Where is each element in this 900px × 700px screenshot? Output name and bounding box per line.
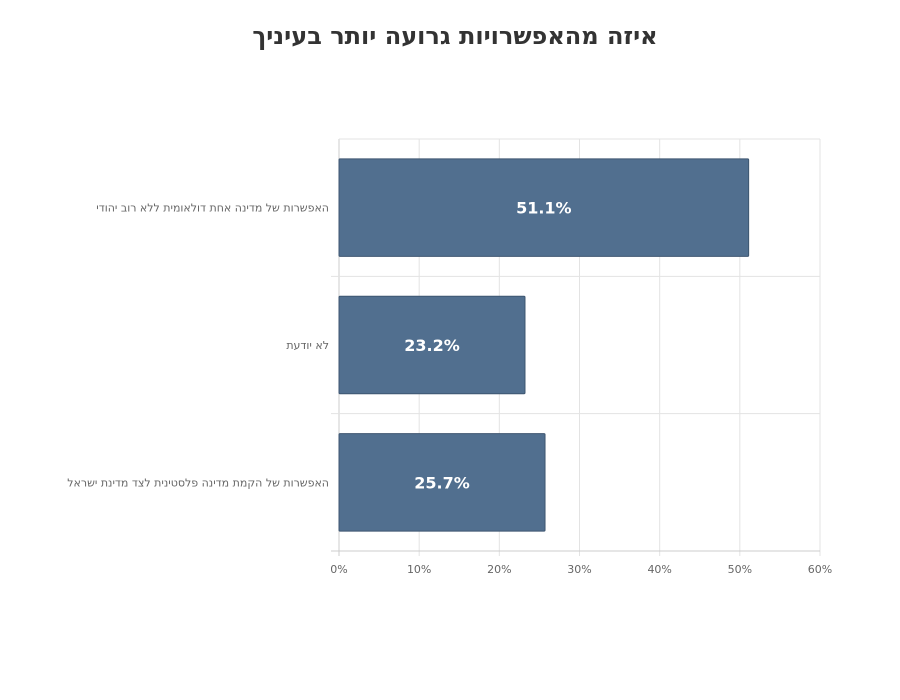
bar xyxy=(338,158,750,257)
x-tick-label: 60% xyxy=(808,563,832,576)
category-label: לא יודעת xyxy=(286,339,329,352)
data-label: 25.7% xyxy=(414,473,470,492)
axis-ticks: 0% 10% 20% 30% 40% 50% 60% xyxy=(330,563,832,576)
bars: 51.1% 23.2% 25.7% xyxy=(338,158,750,532)
x-tick-label: 40% xyxy=(647,563,671,576)
x-tick-label: 50% xyxy=(728,563,752,576)
x-tick-label: 20% xyxy=(487,563,511,576)
x-tick-label: 0% xyxy=(330,563,347,576)
data-label: 51.1% xyxy=(516,199,572,218)
category-labels: האפשרות של מדינה אחת דולאומית ללא רוב יה… xyxy=(67,202,329,490)
data-label: 23.2% xyxy=(404,336,460,355)
category-label: האפשרות של מדינה אחת דולאומית ללא רוב יה… xyxy=(96,202,329,215)
bar xyxy=(338,295,526,395)
x-tick-label: 30% xyxy=(567,563,591,576)
bar xyxy=(338,433,546,532)
category-label: האפשרות של הקמת מדינה פלסטינית לצד מדינת… xyxy=(67,476,329,489)
x-tick-label: 10% xyxy=(407,563,431,576)
chart-title: איזה מהאפשרויות גרועה יותר בעיניך xyxy=(252,22,658,50)
